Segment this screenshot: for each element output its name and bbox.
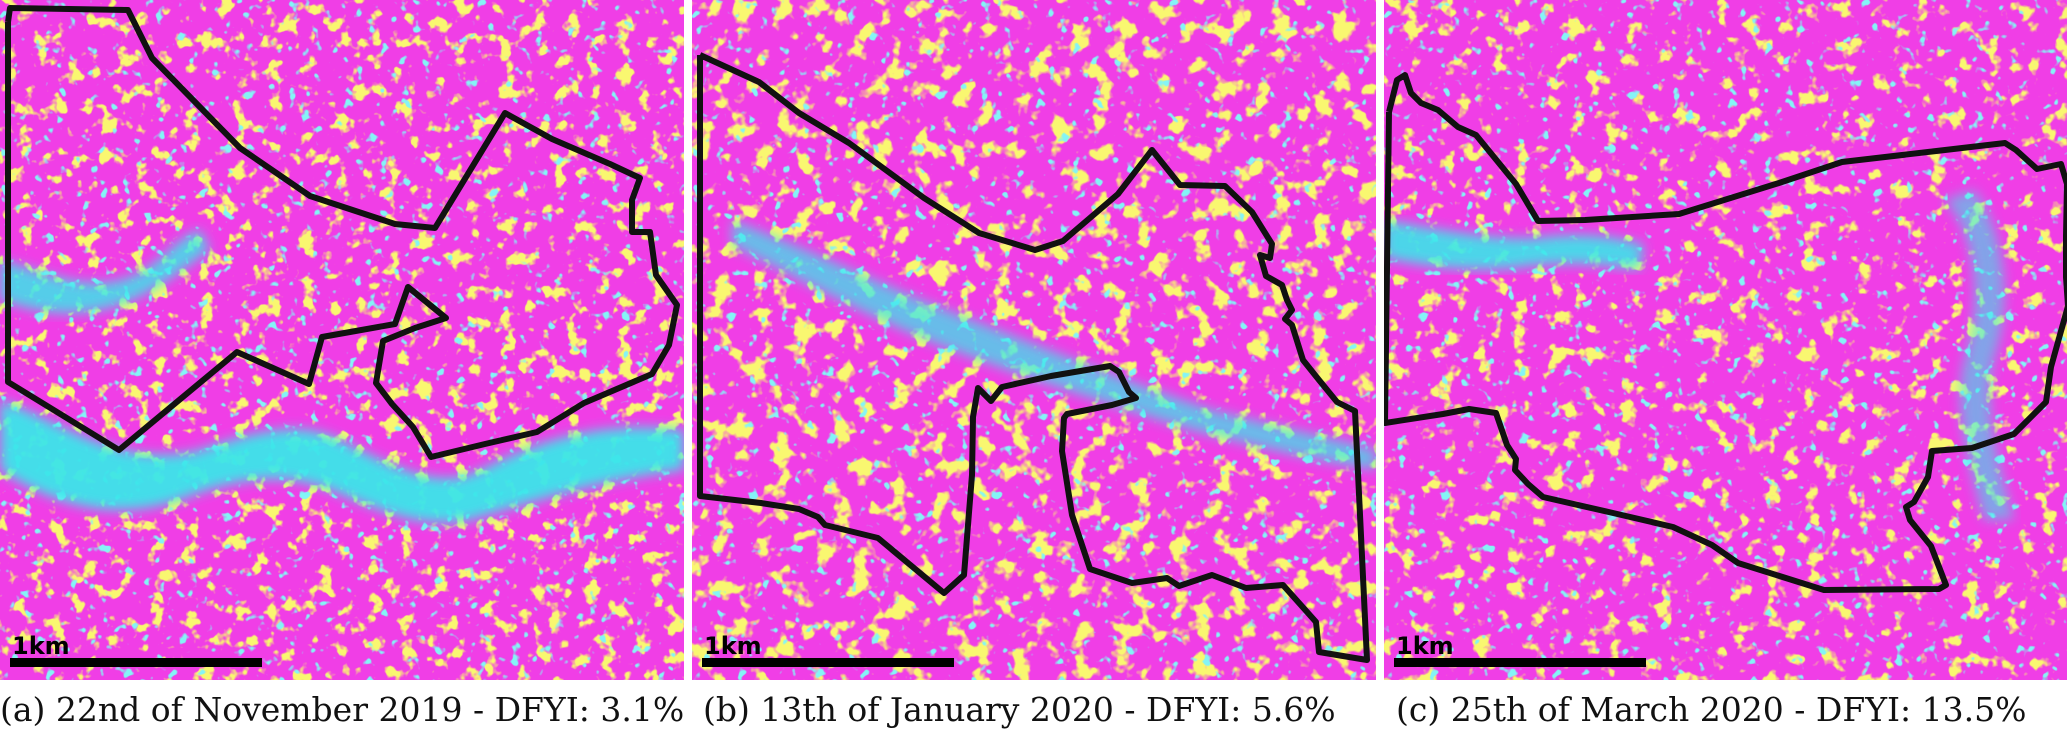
caption-a: (a) 22nd of November 2019 - DFYI: 3.1% (0, 690, 685, 729)
ice-outline-b (697, 52, 1370, 663)
panel-a: 1km (0, 0, 684, 680)
scale-label-a: 1km (12, 632, 70, 660)
caption-c: (c) 25th of March 2020 - DFYI: 13.5% (1396, 690, 2027, 729)
scale-label-b: 1km (704, 632, 762, 660)
sar-image-c: 1km (1384, 0, 2067, 680)
panel-c: 1km (1384, 0, 2067, 680)
scale-bar-a (10, 658, 262, 667)
sar-image-b: 1km (692, 0, 1376, 680)
caption-b: (b) 13th of January 2020 - DFYI: 5.6% (703, 690, 1336, 729)
sar-image-a: 1km (0, 0, 684, 680)
scale-bar-b (702, 658, 954, 667)
ice-outline-c (1384, 72, 2067, 593)
panel-b: 1km (692, 0, 1376, 680)
scale-bar-c (1394, 658, 1646, 667)
ice-outline-a (5, 5, 680, 460)
scale-label-c: 1km (1396, 632, 1454, 660)
